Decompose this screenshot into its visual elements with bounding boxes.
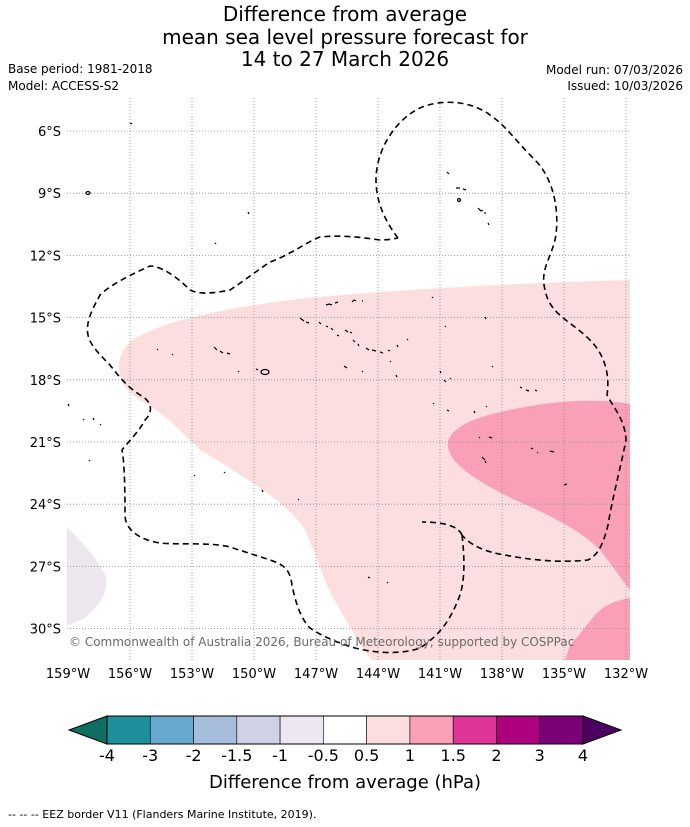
lat-tick-label: 21°S bbox=[30, 436, 61, 451]
model-run-label: Model run: 07/03/2026 bbox=[545, 63, 683, 77]
base-period-label: Base period: 1981-2018 bbox=[8, 62, 153, 76]
lon-tick-label: 147°W bbox=[294, 667, 338, 682]
colorbar-cell bbox=[193, 715, 238, 745]
colorbar-cell bbox=[539, 715, 584, 745]
region-minus1-to-minus0.5 bbox=[67, 528, 107, 626]
lon-tick-label: 132°W bbox=[604, 667, 648, 682]
colorbar-tick-label: -3 bbox=[142, 746, 158, 765]
copyright-notice: © Commonwealth of Australia 2026, Bureau… bbox=[69, 635, 574, 649]
colorbar-cell bbox=[149, 715, 194, 745]
colorbar-cell bbox=[409, 715, 454, 745]
colorbar-title: Difference from average (hPa) bbox=[209, 772, 481, 793]
colorbar-tick-label: -1 bbox=[272, 746, 288, 765]
colorbar-tick-label: 1.5 bbox=[440, 746, 465, 765]
map-area: © Commonwealth of Australia 2026, Bureau… bbox=[67, 98, 630, 660]
colorbar-tick-label: 4 bbox=[578, 746, 588, 765]
colorbar-cell bbox=[452, 715, 497, 745]
model-label: Model: ACCESS-S2 bbox=[8, 79, 120, 93]
lat-tick-label: 18°S bbox=[30, 374, 61, 389]
eez-legend-note: -- -- -- EEZ border V11 (Flanders Marine… bbox=[8, 808, 317, 821]
lon-tick-label: 144°W bbox=[356, 667, 400, 682]
colorbar-cell bbox=[279, 715, 324, 745]
issued-label: Issued: 10/03/2026 bbox=[567, 79, 683, 93]
lat-tick-label: 30°S bbox=[30, 623, 61, 638]
colorbar-high-extension bbox=[582, 715, 623, 745]
colorbar-cell bbox=[323, 715, 367, 745]
eez-border bbox=[86, 101, 627, 654]
colorbar-tick-label: 3 bbox=[535, 746, 545, 765]
graticule bbox=[67, 98, 630, 660]
longitude-axis: 159°W 156°W 153°W 150°W 147°W 144°W 141°W 138°W… bbox=[46, 667, 648, 682]
region-1-to-1.5 bbox=[447, 400, 630, 660]
colorbar-cells bbox=[106, 715, 584, 745]
colorbar-tick-labels: -4 -3 -2 -1.5 -1 -0.5 0.5 1 1.5 2 3 4 bbox=[99, 746, 588, 765]
colorbar-cell bbox=[236, 715, 281, 745]
colorbar-tick-label: -2 bbox=[186, 746, 202, 765]
colorbar-low-extension bbox=[67, 715, 108, 745]
lon-tick-label: 135°W bbox=[542, 667, 586, 682]
islands bbox=[67, 122, 568, 584]
chart-title-line-3: 14 to 27 March 2026 bbox=[240, 47, 450, 71]
colorbar-tick-label: 0.5 bbox=[354, 746, 379, 765]
colorbar-tick-label: 1 bbox=[405, 746, 415, 765]
latitude-axis: 6°S 9°S 12°S 15°S 18°S 21°S 24°S 27°S 30°S bbox=[30, 125, 61, 638]
lon-tick-label: 153°W bbox=[170, 667, 214, 682]
colorbar-frame bbox=[106, 715, 584, 745]
lon-tick-label: 156°W bbox=[108, 667, 152, 682]
lat-tick-label: 12°S bbox=[30, 249, 61, 264]
colorbar-tick-label: -0.5 bbox=[308, 746, 339, 765]
chart-title-line-2: mean sea level pressure forecast for bbox=[162, 25, 528, 49]
colorbar-cell bbox=[106, 715, 151, 745]
chart-title-line-1: Difference from average bbox=[222, 2, 468, 26]
colorbar-tick-label: -1.5 bbox=[221, 746, 252, 765]
lon-tick-label: 150°W bbox=[232, 667, 276, 682]
lon-tick-label: 138°W bbox=[480, 667, 524, 682]
lon-tick-label: 141°W bbox=[418, 667, 462, 682]
lon-tick-label: 159°W bbox=[46, 667, 90, 682]
colorbar: -4 -3 -2 -1.5 -1 -0.5 0.5 1 1.5 2 3 4 Difference fr… bbox=[67, 715, 623, 793]
colorbar-tick-label: 2 bbox=[491, 746, 501, 765]
lat-tick-label: 9°S bbox=[38, 187, 61, 202]
lat-tick-label: 6°S bbox=[38, 125, 61, 140]
colorbar-cell bbox=[496, 715, 541, 745]
colorbar-tick-label: -4 bbox=[99, 746, 115, 765]
lat-tick-label: 24°S bbox=[30, 498, 61, 513]
colorbar-cell bbox=[366, 715, 411, 745]
lat-tick-label: 27°S bbox=[30, 560, 61, 575]
lat-tick-label: 15°S bbox=[30, 312, 61, 327]
